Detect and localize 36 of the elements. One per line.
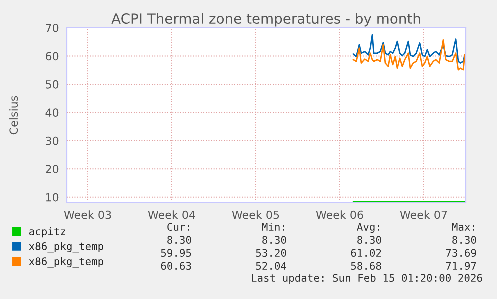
text: 61.02 (351, 249, 382, 258)
text: 58.68 (351, 262, 382, 270)
text: Last update: Sun Feb 15 01:20:00 2026 (252, 274, 482, 284)
text: 71.97 (446, 262, 476, 270)
y-tick-label: 40 (46, 108, 59, 118)
y-tick-label: 10 (46, 193, 59, 202)
y-axis-title: Celsius (9, 96, 18, 135)
y-tick-label: 70 (46, 24, 59, 32)
line-series (352, 34, 466, 64)
legend-label: x86_pkg_temp (29, 242, 104, 253)
text: 8.30 (168, 236, 192, 244)
text: 73.69 (446, 249, 476, 258)
text: Min: (262, 222, 284, 231)
text: 60.63 (161, 262, 192, 270)
text: 8.30 (262, 236, 286, 244)
legend-label: acpitz (30, 227, 66, 238)
line-series (352, 39, 466, 71)
legend-label: x86_pkg_temp (29, 257, 104, 268)
text: 52.04 (256, 262, 287, 270)
x-tick-label: Week 05 (232, 210, 280, 220)
text: Avg: (357, 223, 380, 234)
y-tick-label: 20 (46, 165, 59, 174)
text: 8.30 (452, 236, 476, 244)
text: 59.95 (161, 249, 192, 258)
text: 53.20 (256, 249, 286, 258)
x-tick-label: Week 07 (400, 210, 448, 220)
y-tick-label: 60 (46, 52, 59, 61)
y-tick-label: 30 (46, 136, 59, 146)
x-tick-label: Week 04 (148, 210, 196, 220)
y-tick-label: 50 (46, 80, 59, 89)
x-tick-label: Week 06 (316, 210, 364, 220)
chart-title: ACPI Thermal zone temperatures - by month (112, 13, 420, 27)
text: Max: (452, 223, 474, 232)
text: 8.30 (358, 236, 382, 244)
text: Cur: (168, 223, 190, 232)
x-tick-label: Week 03 (64, 210, 112, 220)
